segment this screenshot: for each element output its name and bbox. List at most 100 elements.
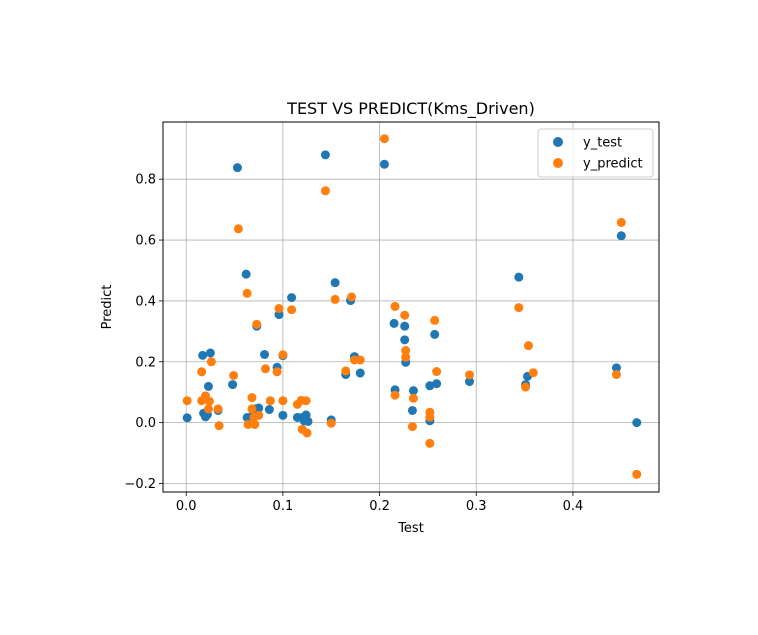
y-tick-label: 0.2	[135, 355, 156, 370]
point-y-predict	[260, 364, 270, 374]
point-y-test	[400, 321, 410, 331]
x-tick-label: 0.1	[273, 499, 294, 514]
point-y-test	[182, 413, 192, 423]
point-y-predict	[341, 366, 351, 376]
point-y-test	[407, 405, 417, 415]
point-y-predict	[206, 357, 216, 367]
point-y-predict	[355, 355, 365, 365]
point-y-predict	[401, 346, 411, 356]
point-y-predict	[632, 469, 642, 479]
point-y-predict	[203, 404, 213, 414]
point-y-predict	[278, 350, 288, 360]
y-tick-label: 0.4	[135, 294, 156, 309]
point-y-predict	[254, 410, 264, 420]
point-y-predict	[616, 217, 626, 227]
point-y-predict	[330, 294, 340, 304]
point-y-predict	[247, 393, 257, 403]
point-y-predict	[430, 315, 440, 325]
y-axis-label: Predict	[100, 285, 115, 330]
point-y-predict	[521, 382, 531, 392]
point-y-predict	[301, 396, 311, 406]
y-tick-label: 0.0	[135, 416, 156, 431]
point-y-predict	[425, 412, 435, 422]
y-tick-label: −0.2	[124, 477, 156, 492]
point-y-predict	[247, 404, 257, 414]
point-y-test	[464, 377, 474, 387]
point-y-test	[611, 363, 621, 373]
point-y-test	[198, 350, 208, 360]
point-y-test	[432, 379, 442, 389]
point-y-test	[632, 418, 642, 428]
point-y-predict	[401, 352, 411, 362]
x-axis-label: Test	[397, 521, 424, 536]
point-y-predict	[611, 370, 621, 380]
point-y-predict	[432, 367, 442, 377]
point-y-test	[303, 416, 313, 426]
legend-box	[537, 128, 654, 178]
y-tick-label: 0.6	[135, 234, 156, 249]
point-y-test	[425, 381, 435, 391]
point-y-predict	[274, 304, 284, 314]
point-y-predict	[182, 396, 192, 406]
x-tick-label: 0.4	[563, 499, 584, 514]
point-y-predict	[326, 418, 336, 428]
point-y-test	[203, 381, 213, 391]
point-y-test	[514, 272, 524, 282]
point-y-predict	[425, 438, 435, 448]
point-y-predict	[214, 421, 224, 431]
point-y-predict	[407, 422, 417, 432]
legend-label-y-test: y_test	[583, 136, 622, 151]
point-y-predict	[390, 301, 400, 311]
point-y-predict	[400, 310, 410, 320]
legend-marker-y-predict	[553, 158, 563, 168]
data-points	[182, 134, 642, 479]
x-tick-label: 0.3	[466, 499, 487, 514]
point-y-test	[320, 150, 330, 160]
point-y-test	[389, 318, 399, 328]
point-y-predict	[252, 319, 262, 329]
point-y-predict	[213, 404, 223, 414]
point-y-test	[278, 410, 288, 420]
point-y-test	[254, 403, 264, 413]
point-y-predict	[242, 288, 252, 298]
point-y-test	[379, 159, 389, 169]
point-y-test	[287, 293, 297, 303]
point-y-test	[241, 269, 251, 279]
point-y-predict	[390, 390, 400, 400]
point-y-test	[205, 348, 215, 358]
axis-ticks: 0.0 0.1 0.2 0.3 0.4 −0.2 0.0 0.2 0.4 0.6 0.8	[124, 173, 583, 514]
point-y-predict	[265, 396, 275, 406]
point-y-predict	[197, 367, 207, 377]
plot-area-frame	[162, 121, 660, 493]
point-y-test	[232, 163, 242, 173]
point-y-predict	[408, 393, 418, 403]
x-tick-label: 0.0	[176, 499, 197, 514]
point-y-test	[260, 349, 270, 359]
legend-label-y-predict: y_predict	[583, 157, 643, 172]
point-y-predict	[272, 367, 282, 377]
point-y-predict	[523, 341, 533, 351]
legend-marker-y-test	[553, 137, 563, 147]
point-y-predict	[233, 224, 243, 234]
point-y-predict	[287, 305, 297, 315]
point-y-test	[616, 231, 626, 241]
point-y-predict	[514, 303, 524, 313]
point-y-predict	[278, 396, 288, 406]
point-y-predict	[243, 419, 253, 429]
point-y-test	[430, 329, 440, 339]
point-y-predict	[528, 368, 538, 378]
point-y-predict	[302, 428, 312, 438]
point-y-test	[330, 278, 340, 288]
point-y-test	[228, 380, 238, 390]
point-y-predict	[229, 370, 239, 380]
point-y-predict	[379, 134, 389, 144]
point-y-test	[264, 405, 274, 415]
chart-title: TEST VS PREDICT(Kms_Driven)	[286, 99, 535, 119]
point-y-predict	[250, 419, 260, 429]
point-y-test	[408, 386, 418, 396]
x-tick-label: 0.2	[369, 499, 390, 514]
point-y-predict	[347, 292, 357, 302]
